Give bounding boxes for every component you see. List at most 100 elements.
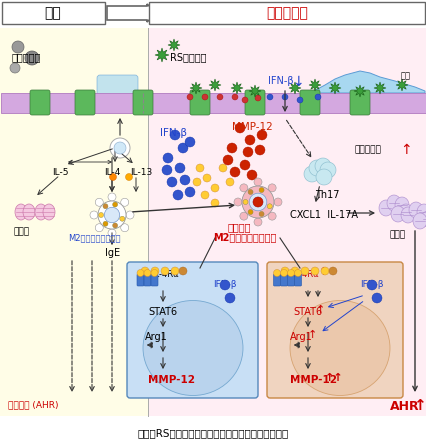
Polygon shape	[248, 85, 260, 97]
Circle shape	[180, 175, 190, 185]
Circle shape	[253, 178, 262, 186]
Ellipse shape	[15, 204, 27, 220]
Circle shape	[10, 63, 20, 73]
Circle shape	[219, 280, 230, 290]
Text: ↑↑: ↑↑	[324, 373, 343, 383]
FancyBboxPatch shape	[149, 2, 424, 24]
Circle shape	[254, 145, 265, 155]
Polygon shape	[308, 79, 320, 91]
Text: MMP-12: MMP-12	[231, 122, 272, 132]
Ellipse shape	[394, 197, 408, 213]
Text: 図１．RSウイルス感染による喘息の増悪メカニズム: 図１．RSウイルス感染による喘息の増悪メカニズム	[137, 428, 288, 438]
Circle shape	[201, 191, 208, 199]
Circle shape	[121, 224, 128, 232]
Circle shape	[112, 202, 117, 207]
FancyBboxPatch shape	[280, 274, 287, 286]
Text: IL-4Rα: IL-4Rα	[291, 270, 318, 279]
Text: 好酸球: 好酸球	[14, 227, 30, 236]
Text: M2様マクロファージ: M2様マクロファージ	[213, 232, 276, 242]
Circle shape	[320, 267, 328, 275]
Circle shape	[303, 166, 319, 182]
Text: MMP-12: MMP-12	[148, 375, 195, 385]
Ellipse shape	[400, 207, 414, 223]
Circle shape	[126, 211, 134, 219]
Text: 喘息: 喘息	[45, 6, 61, 20]
Circle shape	[178, 267, 187, 275]
Polygon shape	[373, 82, 385, 94]
Ellipse shape	[408, 202, 422, 218]
Bar	[0, 28, 148, 416]
Text: RSウイルス: RSウイルス	[170, 52, 206, 62]
Polygon shape	[395, 79, 407, 91]
Polygon shape	[208, 79, 221, 91]
Circle shape	[239, 160, 249, 170]
Circle shape	[259, 211, 263, 217]
Circle shape	[196, 164, 204, 172]
Ellipse shape	[398, 204, 412, 220]
Circle shape	[308, 160, 324, 176]
Circle shape	[225, 178, 233, 186]
Circle shape	[294, 270, 301, 277]
Circle shape	[210, 184, 219, 192]
Circle shape	[184, 187, 195, 197]
Circle shape	[184, 137, 195, 147]
Circle shape	[193, 178, 201, 186]
Circle shape	[253, 218, 262, 226]
Circle shape	[242, 186, 273, 218]
Circle shape	[230, 167, 239, 177]
Circle shape	[201, 94, 207, 100]
Text: ↑: ↑	[315, 305, 325, 315]
Circle shape	[245, 135, 254, 145]
Polygon shape	[155, 48, 169, 62]
Ellipse shape	[416, 204, 426, 220]
FancyBboxPatch shape	[273, 274, 280, 286]
Circle shape	[234, 123, 245, 133]
Circle shape	[103, 204, 108, 209]
Circle shape	[144, 270, 151, 277]
Ellipse shape	[386, 195, 400, 211]
Circle shape	[108, 229, 116, 237]
Text: 気道抵抗 (AHR): 気道抵抗 (AHR)	[8, 400, 58, 409]
Ellipse shape	[23, 204, 35, 220]
Text: ↑: ↑	[307, 330, 317, 340]
Text: Arg1: Arg1	[145, 332, 167, 342]
Circle shape	[319, 162, 335, 178]
FancyBboxPatch shape	[30, 90, 50, 115]
Circle shape	[95, 224, 103, 232]
Circle shape	[268, 212, 276, 220]
Circle shape	[170, 130, 180, 140]
FancyBboxPatch shape	[97, 75, 138, 99]
Circle shape	[187, 94, 193, 100]
Polygon shape	[288, 82, 300, 94]
Circle shape	[167, 177, 177, 187]
Text: ハイパー: ハイパー	[227, 222, 251, 232]
Polygon shape	[328, 82, 340, 94]
Text: IL-4: IL-4	[104, 168, 120, 177]
Text: ↑: ↑	[399, 143, 411, 157]
Text: STAT6: STAT6	[292, 307, 321, 317]
Circle shape	[25, 51, 39, 65]
Circle shape	[222, 155, 233, 165]
Text: MMP-12: MMP-12	[289, 375, 336, 385]
Circle shape	[280, 267, 288, 275]
Bar	[1, 93, 425, 113]
Circle shape	[267, 204, 272, 209]
FancyBboxPatch shape	[144, 274, 151, 286]
Text: ↑: ↑	[412, 398, 425, 413]
Text: M2様マクロファージ: M2様マクロファージ	[68, 233, 120, 242]
Ellipse shape	[390, 206, 404, 222]
Circle shape	[151, 270, 158, 277]
Circle shape	[266, 94, 272, 100]
Circle shape	[253, 197, 262, 207]
Circle shape	[121, 198, 128, 206]
Circle shape	[103, 221, 108, 226]
Circle shape	[273, 270, 280, 277]
Circle shape	[95, 198, 103, 206]
Circle shape	[256, 130, 266, 140]
Circle shape	[104, 207, 119, 223]
Circle shape	[112, 223, 117, 228]
Text: IL-5: IL-5	[52, 168, 68, 177]
FancyBboxPatch shape	[127, 262, 257, 398]
Circle shape	[161, 165, 172, 175]
Circle shape	[290, 267, 298, 275]
